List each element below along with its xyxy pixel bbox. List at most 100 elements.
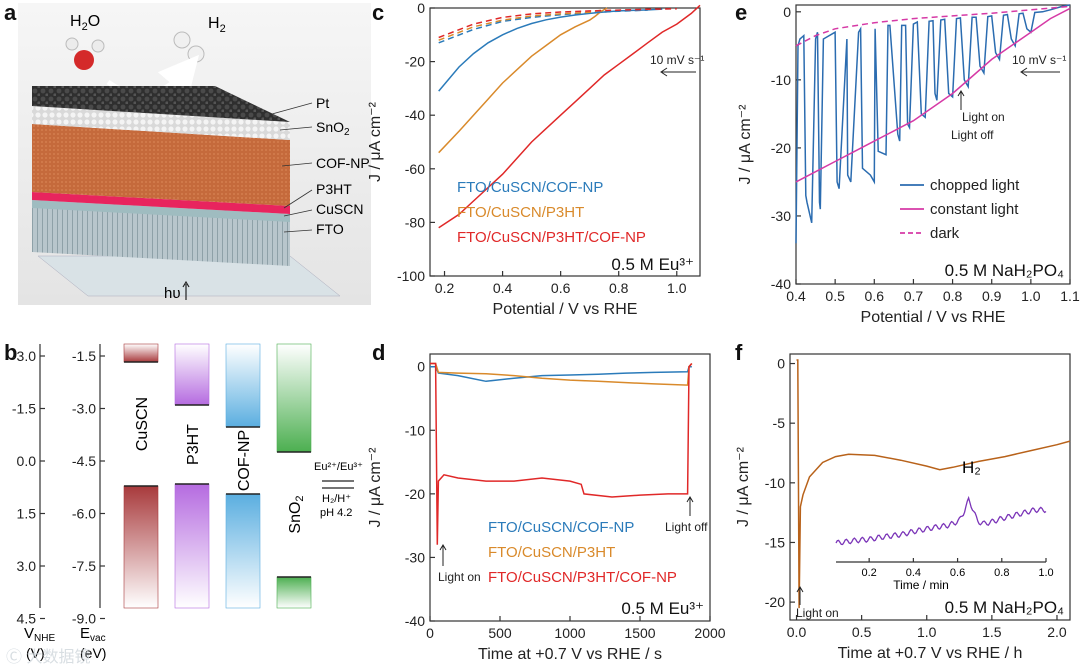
inset-peak-label: H₂ bbox=[962, 458, 981, 477]
scan-rate-label: 10 mV s⁻¹ bbox=[1012, 53, 1066, 67]
band-p3ht: P3HT bbox=[174, 343, 210, 609]
h2o-molecule-icon bbox=[65, 37, 105, 70]
y-tick-label: -100 bbox=[397, 268, 425, 284]
axis-vacuum-label: Evac bbox=[80, 625, 106, 644]
valence-band bbox=[123, 485, 159, 609]
electrolyte-label: 0.5 M Eu³⁺ bbox=[611, 255, 694, 274]
legend-entry: dark bbox=[930, 225, 960, 242]
panel-label-d: d bbox=[372, 340, 385, 365]
plot-frame bbox=[789, 353, 1071, 621]
panel-label-f: f bbox=[735, 340, 743, 365]
label-cof-np: COF-NP bbox=[316, 155, 370, 171]
series-line-fto-cuscn-cof-np bbox=[438, 8, 663, 92]
series-line-constant-light bbox=[795, 7, 1071, 183]
x-tick-label: 0.5 bbox=[825, 288, 845, 304]
y-tick-label: -15 bbox=[765, 534, 785, 550]
panel-b-band-diagram: b -3.0-1.50.01.53.04.5 -1.5-3.0-4.5-6.0-… bbox=[4, 340, 363, 661]
light-on-label: Light on bbox=[438, 570, 481, 584]
y-tick-label: -80 bbox=[405, 214, 425, 230]
inset-x-tick-label: 1.0 bbox=[1038, 567, 1053, 579]
x-tick-label: 1.0 bbox=[667, 280, 687, 296]
label-fto: FTO bbox=[316, 221, 344, 237]
x-tick-label: 0.6 bbox=[551, 280, 571, 296]
legend-entry: FTO/CuSCN/COF-NP bbox=[457, 179, 603, 196]
y-tick-label: -20 bbox=[405, 486, 425, 502]
inset-x-tick-label: 0.8 bbox=[994, 567, 1009, 579]
h2-redox-label: H₂/H⁺ bbox=[322, 493, 351, 505]
x-tick-label: 500 bbox=[488, 625, 512, 641]
panel-e-chopped-chart: e 0.4 0.5 0.6 0.7 0.8 0.9 1.0 1.1 0 -10 -20 -30 -40 P… bbox=[735, 0, 1080, 326]
inset-x-axis-label: Time / min bbox=[893, 578, 949, 592]
h2o-label: H2O bbox=[70, 13, 100, 33]
panel-d-stability-chart: d 0 500 1000 1500 2000 0 -10 -20 -30 -40 Time at +… bbox=[367, 340, 726, 663]
ph-label: pH 4.2 bbox=[320, 507, 352, 519]
plot-frame bbox=[429, 7, 701, 277]
light-label: hυ bbox=[164, 285, 181, 302]
x-tick-label: 1500 bbox=[624, 625, 655, 641]
band-cof-np: COF-NP bbox=[225, 343, 261, 609]
series-line-photocurrent bbox=[796, 359, 1071, 609]
band-bars: CuSCN P3HT COF-NP SnO2 bbox=[123, 343, 312, 609]
band-cuscn: CuSCN bbox=[123, 343, 159, 609]
y-tick-label: -10 bbox=[765, 475, 785, 491]
x-tick-label: 0.0 bbox=[787, 624, 807, 640]
inset-x-tick-label: 0.2 bbox=[862, 567, 877, 579]
x-tick-label: 1.5 bbox=[982, 624, 1002, 640]
x-tick-label: 1.0 bbox=[917, 624, 937, 640]
panel-label-c: c bbox=[372, 0, 384, 25]
x-tick-label: 0.4 bbox=[786, 288, 806, 304]
x-tick-label: 0.8 bbox=[609, 280, 629, 296]
axis-vacuum-tick-label: -1.5 bbox=[72, 348, 96, 364]
y-tick-label: 0 bbox=[783, 4, 791, 20]
axis-vacuum-tick-label: -4.5 bbox=[72, 453, 96, 469]
x-tick-label: 1.1 bbox=[1060, 288, 1080, 304]
y-tick-label: -20 bbox=[405, 54, 425, 70]
y-tick-label: -40 bbox=[405, 613, 425, 629]
y-tick-label: -5 bbox=[773, 415, 786, 431]
conduction-band bbox=[276, 343, 312, 453]
scan-rate-label: 10 mV s⁻¹ bbox=[650, 53, 704, 67]
label-pt: Pt bbox=[316, 95, 329, 111]
valence-band bbox=[174, 483, 210, 609]
inset-x-tick-label: 0.6 bbox=[950, 567, 965, 579]
valence-band bbox=[225, 493, 261, 609]
series-line-fto-cuscn-cof-np bbox=[430, 365, 692, 383]
y-tick-label: 0 bbox=[777, 356, 785, 372]
layer-sno2 bbox=[32, 106, 290, 140]
x-tick-label: 0.8 bbox=[943, 288, 963, 304]
x-tick-label: 2000 bbox=[694, 625, 725, 641]
substrate-glass bbox=[37, 255, 341, 297]
series-line-fto-cuscn-p3ht-dark bbox=[438, 8, 605, 41]
series-line-fto-cuscn-p3ht-cof-np bbox=[430, 362, 693, 545]
h2-molecule-icon bbox=[173, 31, 205, 63]
layer-cof-np bbox=[32, 124, 290, 206]
inset-gc-trace bbox=[835, 495, 1047, 546]
light-on-label: Light on bbox=[796, 606, 839, 620]
x-tick-label: 2.0 bbox=[1047, 624, 1067, 640]
axis-vacuum-tick-label: -3.0 bbox=[72, 401, 96, 417]
axis-nhe-tick-label: 1.5 bbox=[17, 506, 37, 522]
layer-cuscn bbox=[32, 200, 290, 222]
axis-vacuum-tick-label: -9.0 bbox=[72, 611, 96, 627]
label-sno2: SnO2 bbox=[316, 119, 350, 138]
electrolyte-label: 0.5 M NaH₂PO₄ bbox=[945, 598, 1064, 617]
x-tick-label: 1000 bbox=[554, 625, 585, 641]
y-tick-label: -10 bbox=[771, 72, 791, 88]
band-label: SnO2 bbox=[287, 495, 306, 533]
conduction-band bbox=[123, 343, 159, 363]
series-line-fto-cuscn-p3ht-cof-np-dark bbox=[438, 8, 677, 39]
y-tick-label: -60 bbox=[405, 161, 425, 177]
axis-nhe-tick-label: -3.0 bbox=[12, 348, 36, 364]
y-tick-label: -10 bbox=[405, 422, 425, 438]
x-axis-label: Time at +0.7 V vs RHE / h bbox=[838, 645, 1023, 662]
axis-nhe-tick-label: 4.5 bbox=[17, 611, 37, 627]
x-axis-label: Potential / V vs RHE bbox=[861, 309, 1006, 326]
x-tick-label: 0.2 bbox=[435, 280, 455, 296]
legend-entry: FTO/CuSCN/P3HT/COF-NP bbox=[488, 569, 677, 586]
panel-a-schematic: a H2O H2 Pt SnO2 COF-NP bbox=[4, 0, 371, 305]
x-tick-label: 0.4 bbox=[493, 280, 513, 296]
band-label: COF-NP bbox=[236, 430, 253, 491]
layer-pt bbox=[32, 86, 290, 122]
y-axis-label: J / μA cm⁻² bbox=[367, 447, 384, 528]
